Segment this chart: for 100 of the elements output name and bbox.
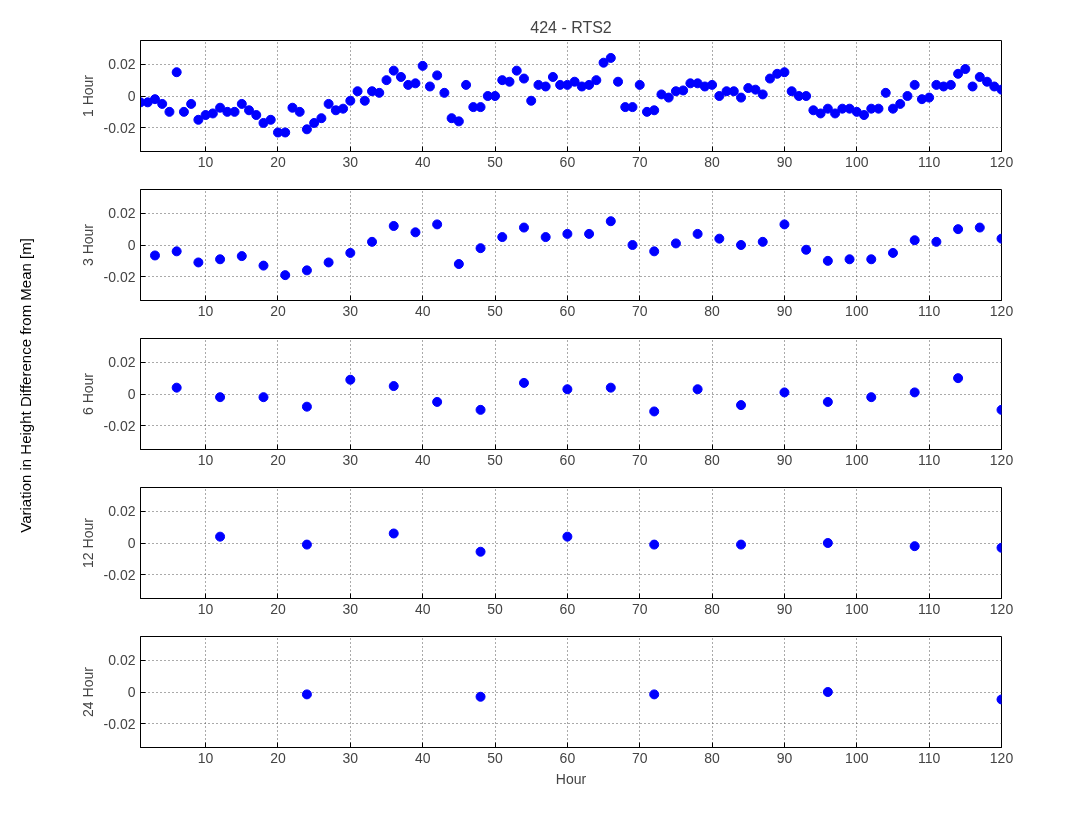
point — [475, 691, 486, 702]
y-tick-label: -0.02 — [103, 417, 136, 434]
point — [649, 246, 660, 257]
point — [518, 377, 529, 388]
point — [171, 382, 182, 393]
point — [236, 251, 247, 262]
point — [388, 528, 399, 539]
point — [953, 224, 964, 235]
x-tick-label: 80 — [704, 749, 721, 766]
y-axis-title: 24 Hour — [79, 666, 96, 717]
x-tick-label: 30 — [342, 749, 359, 766]
point — [367, 236, 378, 247]
x-tick-label: 70 — [631, 600, 648, 617]
x-tick-label: 40 — [414, 302, 431, 319]
y-tick-label: 0.02 — [108, 652, 136, 669]
point — [822, 396, 833, 407]
point — [909, 387, 920, 398]
point — [432, 396, 443, 407]
point — [779, 387, 790, 398]
y-axis-title: 12 Hour — [79, 517, 96, 568]
point — [670, 238, 681, 249]
point — [258, 260, 269, 271]
x-tick-label: 60 — [559, 600, 576, 617]
point — [974, 222, 985, 233]
x-tick-label: 30 — [342, 600, 359, 617]
point — [562, 228, 573, 239]
point — [649, 539, 660, 550]
point — [323, 257, 334, 268]
x-tick-label: 90 — [776, 302, 793, 319]
x-tick-label: 20 — [270, 749, 286, 766]
y-axis-title: 3 Hour — [79, 223, 96, 267]
point — [432, 219, 443, 230]
point — [822, 687, 833, 697]
point — [692, 228, 703, 239]
point — [475, 546, 486, 557]
x-tick-label: 50 — [487, 600, 504, 617]
point — [193, 257, 204, 268]
x-tick-label: 100 — [845, 600, 869, 617]
x-tick-label: 50 — [487, 451, 504, 468]
x-tick-label: 60 — [559, 153, 576, 170]
y-tick-label: 0 — [127, 237, 136, 253]
x-tick-label: 60 — [559, 451, 576, 468]
x-tick-label: 30 — [342, 302, 359, 319]
point — [301, 265, 312, 276]
y-tick-label: -0.02 — [103, 566, 136, 583]
point — [301, 401, 312, 412]
x-tick-label: 40 — [414, 153, 431, 170]
y-tick-label: -0.02 — [103, 715, 136, 732]
point — [149, 250, 160, 261]
x-tick-label: 110 — [917, 451, 941, 468]
x-tick-label: 90 — [776, 600, 793, 617]
point — [280, 270, 291, 281]
x-tick-label: 30 — [342, 153, 359, 170]
x-tick-label: 20 — [270, 451, 286, 468]
x-tick-label: 90 — [776, 153, 793, 170]
x-tick-label: 120 — [989, 153, 1014, 170]
point — [215, 254, 226, 265]
x-tick-label: 70 — [631, 451, 648, 468]
point — [475, 243, 486, 254]
x-tick-label: 40 — [414, 451, 431, 468]
x-tick-label: 10 — [197, 749, 214, 766]
x-tick-label: 10 — [197, 600, 214, 617]
point — [388, 381, 399, 392]
point — [518, 222, 529, 233]
point — [779, 219, 790, 230]
point — [301, 689, 312, 700]
y-tick-label: 0 — [127, 386, 136, 402]
point — [388, 220, 399, 231]
y-tick-label: 0.02 — [108, 56, 136, 73]
chart-title: 424 - RTS2 — [530, 18, 612, 36]
x-tick-label: 110 — [917, 600, 941, 617]
x-tick-label: 110 — [917, 153, 941, 170]
x-tick-label: 50 — [487, 302, 504, 319]
point — [801, 244, 812, 255]
x-tick-label: 120 — [989, 302, 1014, 319]
x-tick-label: 120 — [989, 600, 1014, 617]
point — [909, 541, 920, 552]
point — [822, 255, 833, 266]
point — [887, 247, 898, 258]
point — [822, 538, 833, 548]
point — [714, 233, 725, 244]
x-tick-label: 40 — [414, 749, 431, 766]
x-tick-label: 110 — [917, 749, 941, 766]
x-tick-label: 120 — [989, 451, 1014, 468]
point — [757, 236, 768, 247]
x-tick-label: 10 — [197, 451, 214, 468]
x-tick-label: 70 — [631, 153, 648, 170]
point — [649, 689, 660, 700]
point — [215, 531, 226, 542]
y-tick-label: -0.02 — [103, 119, 136, 136]
x-tick-label: 70 — [631, 749, 648, 766]
y-tick-label: 0 — [127, 684, 136, 700]
point — [345, 374, 356, 385]
x-tick-label: 80 — [704, 302, 721, 319]
x-tick-label: 10 — [197, 153, 214, 170]
y-tick-label: -0.02 — [103, 268, 136, 285]
x-tick-label: 100 — [845, 451, 869, 468]
x-tick-label: 20 — [270, 302, 286, 319]
point — [540, 232, 551, 243]
point — [410, 227, 421, 238]
